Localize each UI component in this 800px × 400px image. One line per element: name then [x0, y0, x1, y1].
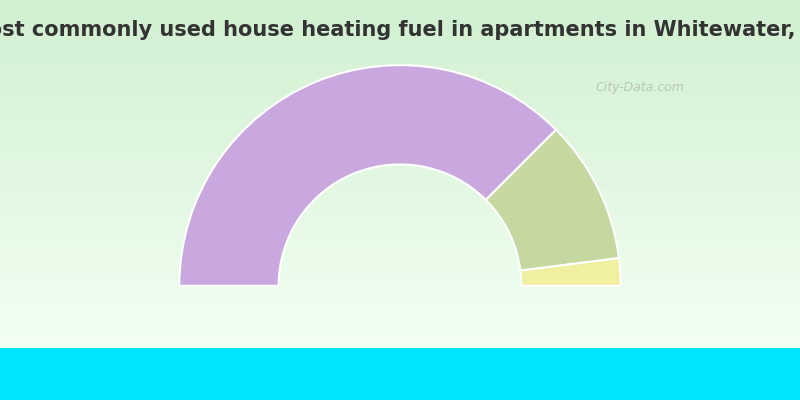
Text: Most commonly used house heating fuel in apartments in Whitewater, KS: Most commonly used house heating fuel in… [0, 20, 800, 40]
Wedge shape [179, 65, 556, 286]
Wedge shape [486, 130, 619, 270]
Wedge shape [521, 258, 621, 286]
Text: City-Data.com: City-Data.com [595, 82, 685, 94]
